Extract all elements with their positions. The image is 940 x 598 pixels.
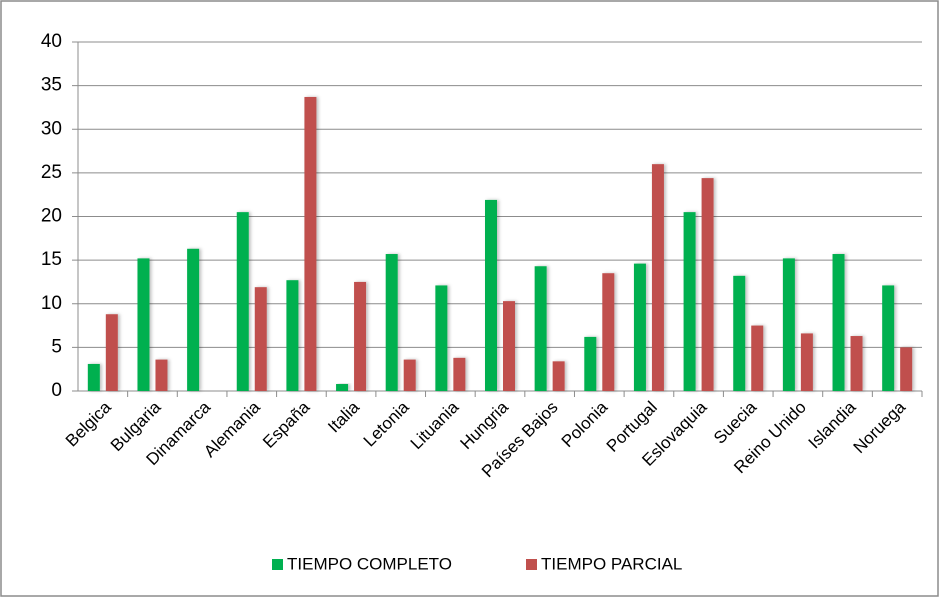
bar <box>651 164 664 391</box>
bar <box>800 333 813 391</box>
bar <box>187 248 200 391</box>
y-tick-label: 25 <box>41 162 62 183</box>
y-tick-label: 5 <box>51 336 62 357</box>
y-tick-label: 0 <box>51 380 62 401</box>
bar <box>850 336 863 391</box>
bar <box>900 347 913 391</box>
legend-label: TIEMPO PARCIAL <box>541 554 682 573</box>
bar <box>336 384 349 391</box>
y-tick-label: 40 <box>41 31 62 52</box>
bar <box>155 359 168 391</box>
y-tick-label: 20 <box>41 206 62 227</box>
bar <box>485 199 497 391</box>
bar <box>584 336 597 391</box>
bar <box>633 263 646 391</box>
legend-swatch <box>526 559 537 570</box>
bar <box>782 258 795 391</box>
bar <box>733 275 746 391</box>
legend-swatch <box>272 559 283 570</box>
bar <box>286 280 299 391</box>
y-tick-label: 15 <box>41 249 62 270</box>
bar <box>751 325 764 391</box>
bar <box>254 287 267 391</box>
y-tick-label: 35 <box>41 75 62 96</box>
y-tick-label: 10 <box>41 293 62 314</box>
bar <box>385 254 398 391</box>
bar <box>534 266 547 391</box>
bar <box>602 273 615 391</box>
bar <box>304 96 317 391</box>
bar <box>683 212 696 391</box>
bar <box>105 314 118 391</box>
bar <box>701 178 714 391</box>
bar <box>503 301 515 391</box>
bar <box>354 281 367 391</box>
bar <box>453 357 466 391</box>
legend-label: TIEMPO COMPLETO <box>287 554 452 573</box>
bar <box>403 359 416 391</box>
bar <box>832 254 845 391</box>
bar <box>552 361 565 391</box>
bar <box>236 212 249 391</box>
bar <box>137 258 150 391</box>
bar <box>435 285 448 391</box>
bar <box>882 285 895 391</box>
y-tick-label: 30 <box>41 118 62 139</box>
bar <box>87 363 100 391</box>
